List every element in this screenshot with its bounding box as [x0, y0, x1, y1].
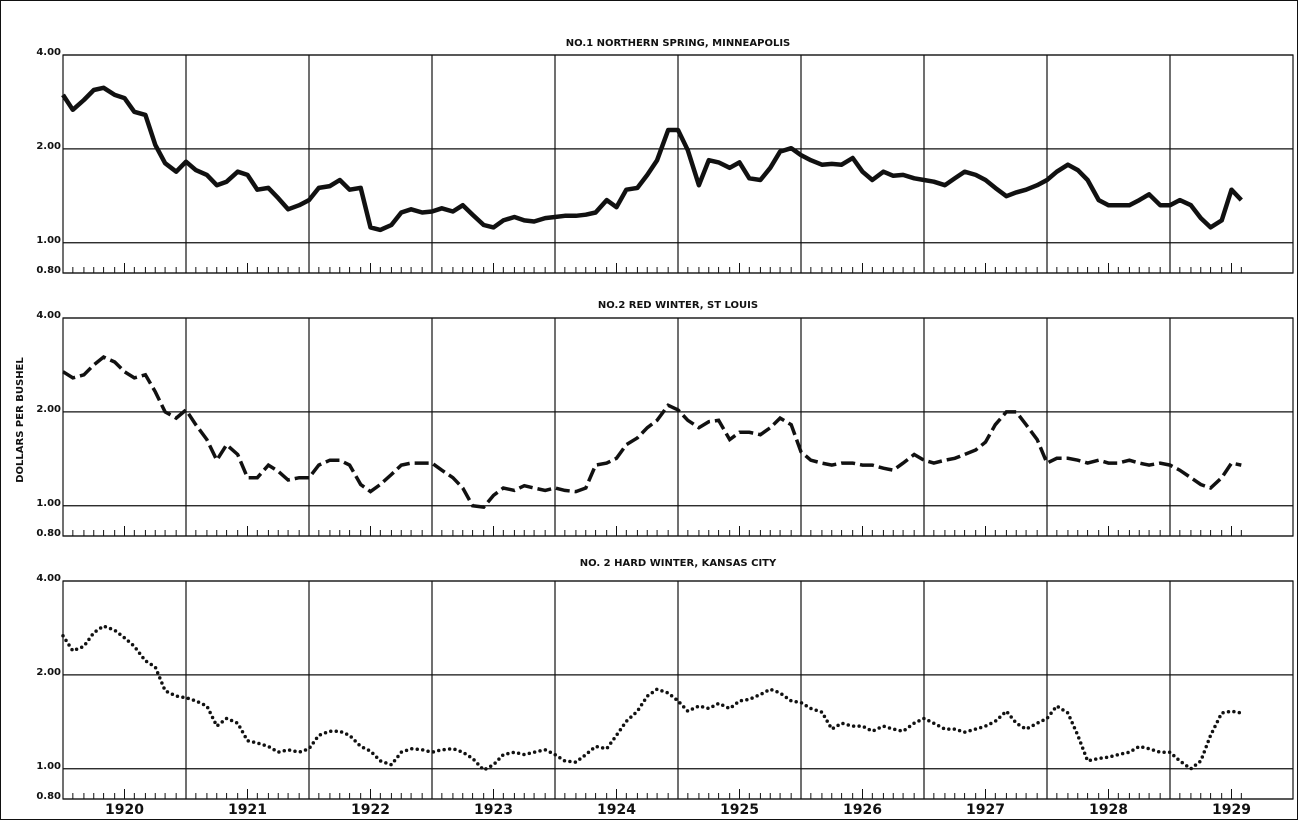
y-tick-label: 4.00 [36, 310, 61, 321]
chart-title: NO.2 RED WINTER, ST LOUIS [598, 300, 758, 311]
y-tick-label: 0.80 [36, 528, 61, 539]
x-tick-label: 1921 [228, 802, 267, 818]
y-tick-label: 1.00 [36, 761, 61, 772]
x-tick-label: 1922 [351, 802, 390, 818]
y-tick-label: 4.00 [36, 573, 61, 584]
y-tick-label: 0.80 [36, 791, 61, 802]
y-tick-label: 2.00 [36, 141, 61, 152]
x-tick-label: 1920 [105, 802, 144, 818]
data-line [61, 624, 1244, 773]
x-tick-label: 1923 [474, 802, 513, 818]
y-tick-label: 1.00 [36, 235, 61, 246]
y-tick-label: 2.00 [36, 404, 61, 415]
x-tick-label: 1928 [1089, 802, 1128, 818]
y-axis-label: DOLLARS PER BUSHEL [15, 357, 26, 483]
y-tick-label: 1.00 [36, 498, 61, 509]
y-tick-label: 0.80 [36, 265, 61, 276]
x-tick-label: 1927 [966, 802, 1005, 818]
x-tick-label: 1926 [843, 802, 882, 818]
data-line [61, 85, 1243, 233]
y-tick-label: 4.00 [36, 47, 61, 58]
y-tick-label: 2.00 [36, 667, 61, 678]
x-tick-label: 1924 [597, 802, 636, 818]
chart-title: NO. 2 HARD WINTER, KANSAS CITY [580, 558, 777, 569]
chart-title: NO.1 NORTHERN SPRING, MINNEAPOLIS [566, 38, 791, 49]
x-tick-label: 1929 [1212, 802, 1251, 818]
data-line [62, 354, 1242, 509]
x-tick-label: 1925 [720, 802, 759, 818]
